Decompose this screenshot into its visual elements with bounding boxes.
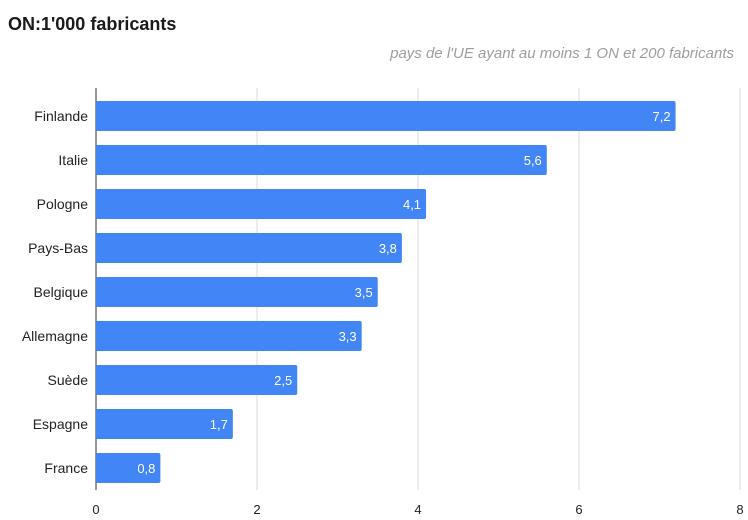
bar bbox=[96, 321, 362, 351]
data-label: 3,3 bbox=[339, 329, 357, 344]
data-label: 7,2 bbox=[653, 109, 671, 124]
bar bbox=[96, 233, 402, 263]
x-tick-label: 0 bbox=[92, 502, 99, 517]
x-axis-ticks: 0 2 4 6 8 bbox=[92, 502, 743, 517]
category-label: Finlande bbox=[34, 108, 88, 124]
category-label: Pays-Bas bbox=[28, 240, 88, 256]
category-label: Allemagne bbox=[22, 328, 88, 344]
bar bbox=[96, 277, 378, 307]
chart-title: ON:1'000 fabricants bbox=[8, 14, 177, 34]
x-tick-label: 6 bbox=[575, 502, 582, 517]
data-label: 0,8 bbox=[137, 461, 155, 476]
category-label: Italie bbox=[58, 152, 88, 168]
data-label: 3,5 bbox=[355, 285, 373, 300]
category-labels: Finlande Italie Pologne Pays-Bas Belgique All… bbox=[22, 108, 88, 476]
data-label: 2,5 bbox=[274, 373, 292, 388]
bar bbox=[96, 365, 298, 395]
category-label: Espagne bbox=[33, 416, 88, 432]
category-label: Suède bbox=[48, 372, 89, 388]
bars: 7,2 5,6 4,1 3,8 3,5 3,3 2,5 1,7 0,8 bbox=[96, 101, 676, 483]
x-tick-label: 2 bbox=[253, 502, 260, 517]
x-tick-label: 8 bbox=[736, 502, 743, 517]
data-label: 5,6 bbox=[524, 153, 542, 168]
bar bbox=[96, 145, 547, 175]
bar bbox=[96, 409, 233, 439]
data-label: 1,7 bbox=[210, 417, 228, 432]
category-label: Belgique bbox=[34, 284, 89, 300]
bar bbox=[96, 189, 427, 219]
chart-subtitle: pays de l'UE ayant au moins 1 ON et 200 … bbox=[390, 45, 734, 62]
bar bbox=[96, 453, 161, 483]
bar bbox=[96, 101, 676, 131]
category-label: France bbox=[44, 460, 88, 476]
data-label: 4,1 bbox=[403, 197, 421, 212]
x-tick-label: 4 bbox=[414, 502, 421, 517]
data-label: 3,8 bbox=[379, 241, 397, 256]
category-label: Pologne bbox=[37, 196, 89, 212]
